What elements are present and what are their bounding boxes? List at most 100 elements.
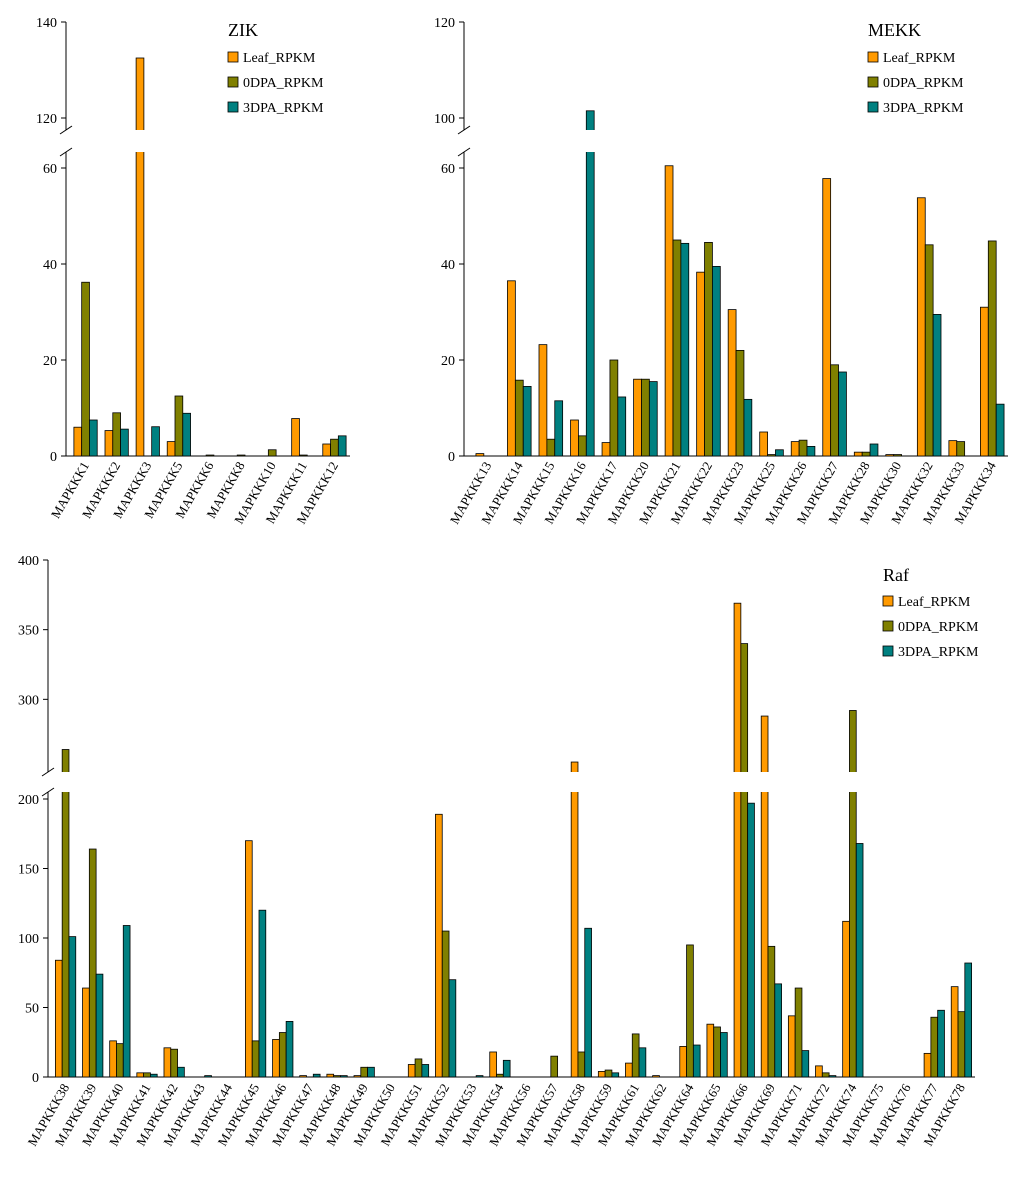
bar-leaf-mapkkk14 (507, 280, 516, 457)
bar-leaf-mapkkk51 (407, 1064, 416, 1078)
legend-label-dpa3: 3DPA_RPKM (898, 645, 979, 660)
axis-break-mark (457, 147, 471, 157)
legend: Leaf_RPKM 0DPA_RPKM 3DPA_RPKM (882, 595, 979, 660)
bar-dpa0-mapkkk30 (893, 454, 902, 457)
bar-leaf-mapkkk49 (353, 1075, 362, 1078)
bar-dpa3-mapkkk34 (995, 403, 1005, 457)
bar-leaf-mapkkk52 (435, 813, 443, 1078)
bar-dpa3-mapkkk45 (258, 909, 267, 1078)
bar-leaf-mapkkk23 (727, 309, 737, 457)
bar-dpa0-mapkkk21 (672, 239, 682, 457)
y-tick-label: 400 (18, 554, 39, 569)
bar-leaf-mapkkk61 (625, 1062, 633, 1078)
bar-dpa3-mapkkk2 (120, 428, 129, 457)
bar-dpa0-mapkkk57 (550, 1055, 559, 1078)
bar-dpa0-mapkkk10 (267, 449, 277, 457)
bar-leaf-mapkkk62 (652, 1075, 660, 1078)
y-tick-label: 20 (441, 354, 455, 369)
bar-dpa3-mapkkk78 (964, 962, 973, 1078)
y-tick-label: 100 (434, 112, 455, 127)
bar-dpa3-mapkkk17 (617, 396, 627, 457)
bar-leaf-mapkkk17 (601, 442, 611, 457)
bar-break-gap (585, 130, 596, 152)
bar-break-gap (61, 772, 70, 792)
legend: Leaf_RPKM 0DPA_RPKM 3DPA_RPKM (867, 51, 964, 116)
chart-title: ZIK (228, 20, 258, 40)
bar-dpa0-mapkkk1 (81, 281, 90, 457)
bar-dpa3-mapkkk71 (801, 1050, 810, 1078)
y-tick-label: 60 (43, 162, 57, 177)
legend-label-dpa0: 0DPA_RPKM (898, 620, 979, 635)
bar-dpa3-mapkkk48 (340, 1075, 348, 1078)
legend-label-dpa3: 3DPA_RPKM (243, 101, 324, 116)
bar-dpa3-mapkkk54 (502, 1059, 511, 1078)
bar-dpa3-mapkkk53 (475, 1075, 484, 1078)
bar-dpa0-mapkkk26 (798, 439, 808, 457)
bar-dpa0-mapkkk77 (930, 1016, 939, 1078)
bar-leaf-mapkkk66 (733, 602, 742, 1078)
bar-dpa0-mapkkk32 (924, 244, 934, 457)
bar-dpa3-mapkkk20 (648, 381, 658, 457)
bar-leaf-mapkkk48 (326, 1073, 335, 1078)
bar-dpa0-mapkkk5 (174, 395, 184, 457)
bar-leaf-mapkkk25 (759, 431, 768, 457)
bar-leaf-mapkkk77 (923, 1052, 932, 1078)
bar-dpa0-mapkkk16 (578, 435, 587, 457)
bar-leaf-mapkkk39 (82, 987, 90, 1078)
bar-leaf-mapkkk72 (815, 1065, 823, 1078)
bar-leaf-mapkkk34 (980, 306, 989, 457)
bar-leaf-mapkkk47 (299, 1075, 307, 1078)
bar-dpa3-mapkkk27 (838, 371, 847, 457)
bar-dpa3-mapkkk72 (828, 1075, 837, 1078)
y-tick-label: 140 (36, 16, 57, 31)
bar-dpa3-mapkkk5 (182, 412, 191, 457)
bar-dpa0-mapkkk78 (957, 1011, 966, 1078)
bar-dpa0-mapkkk61 (631, 1033, 640, 1078)
legend-swatch-dpa0 (867, 76, 879, 88)
bar-dpa0-mapkkk15 (546, 438, 556, 457)
chart-title: MEKK (868, 20, 921, 40)
bar-dpa0-mapkkk2 (112, 412, 121, 457)
y-tick-label: 0 (50, 450, 57, 465)
bar-dpa3-mapkkk25 (775, 449, 784, 457)
bar-dpa3-mapkkk51 (421, 1064, 430, 1078)
bar-leaf-mapkkk59 (597, 1071, 606, 1078)
bar-dpa0-mapkkk41 (143, 1072, 151, 1078)
y-tick-label: 0 (32, 1071, 39, 1086)
legend-swatch-dpa3 (867, 101, 879, 113)
axis-break-mark (41, 787, 55, 797)
bar-dpa3-mapkkk61 (638, 1047, 647, 1078)
legend-label-dpa3: 3DPA_RPKM (883, 101, 964, 116)
bar-dpa3-mapkkk42 (177, 1066, 185, 1078)
bar-leaf-mapkkk41 (136, 1072, 145, 1078)
bar-dpa3-mapkkk64 (692, 1044, 701, 1078)
chart-title: Raf (883, 565, 909, 585)
bar-dpa3-mapkkk43 (204, 1075, 212, 1078)
bar-leaf-mapkkk27 (822, 178, 832, 457)
bar-dpa3-mapkkk65 (720, 1032, 728, 1078)
bar-leaf-mapkkk54 (489, 1051, 497, 1078)
bar-leaf-mapkkk22 (696, 271, 705, 457)
y-tick-label: 40 (441, 258, 455, 273)
bar-dpa3-mapkkk32 (932, 313, 942, 457)
bar-break-gap (570, 772, 579, 792)
bar-leaf-mapkkk65 (706, 1023, 715, 1078)
bar-dpa0-mapkkk49 (360, 1066, 368, 1078)
bar-dpa3-mapkkk26 (806, 445, 816, 457)
bar-leaf-mapkkk28 (853, 451, 863, 457)
bar-dpa3-mapkkk74 (855, 843, 864, 1078)
y-tick-label: 120 (434, 16, 455, 31)
bar-dpa3-mapkkk58 (584, 927, 592, 1078)
bar-dpa0-mapkkk39 (88, 848, 97, 1078)
bar-dpa0-mapkkk33 (956, 441, 966, 457)
bar-dpa0-mapkkk48 (333, 1075, 341, 1078)
bar-dpa0-mapkkk25 (767, 454, 776, 457)
bar-dpa3-mapkkk21 (680, 242, 690, 457)
bar-leaf-mapkkk15 (538, 344, 548, 457)
bar-dpa0-mapkkk42 (170, 1048, 178, 1078)
bar-leaf-mapkkk33 (948, 440, 958, 457)
bar-leaf-mapkkk32 (916, 197, 926, 457)
bar-break-gap (739, 772, 749, 792)
bar-dpa0-mapkkk72 (821, 1072, 830, 1078)
